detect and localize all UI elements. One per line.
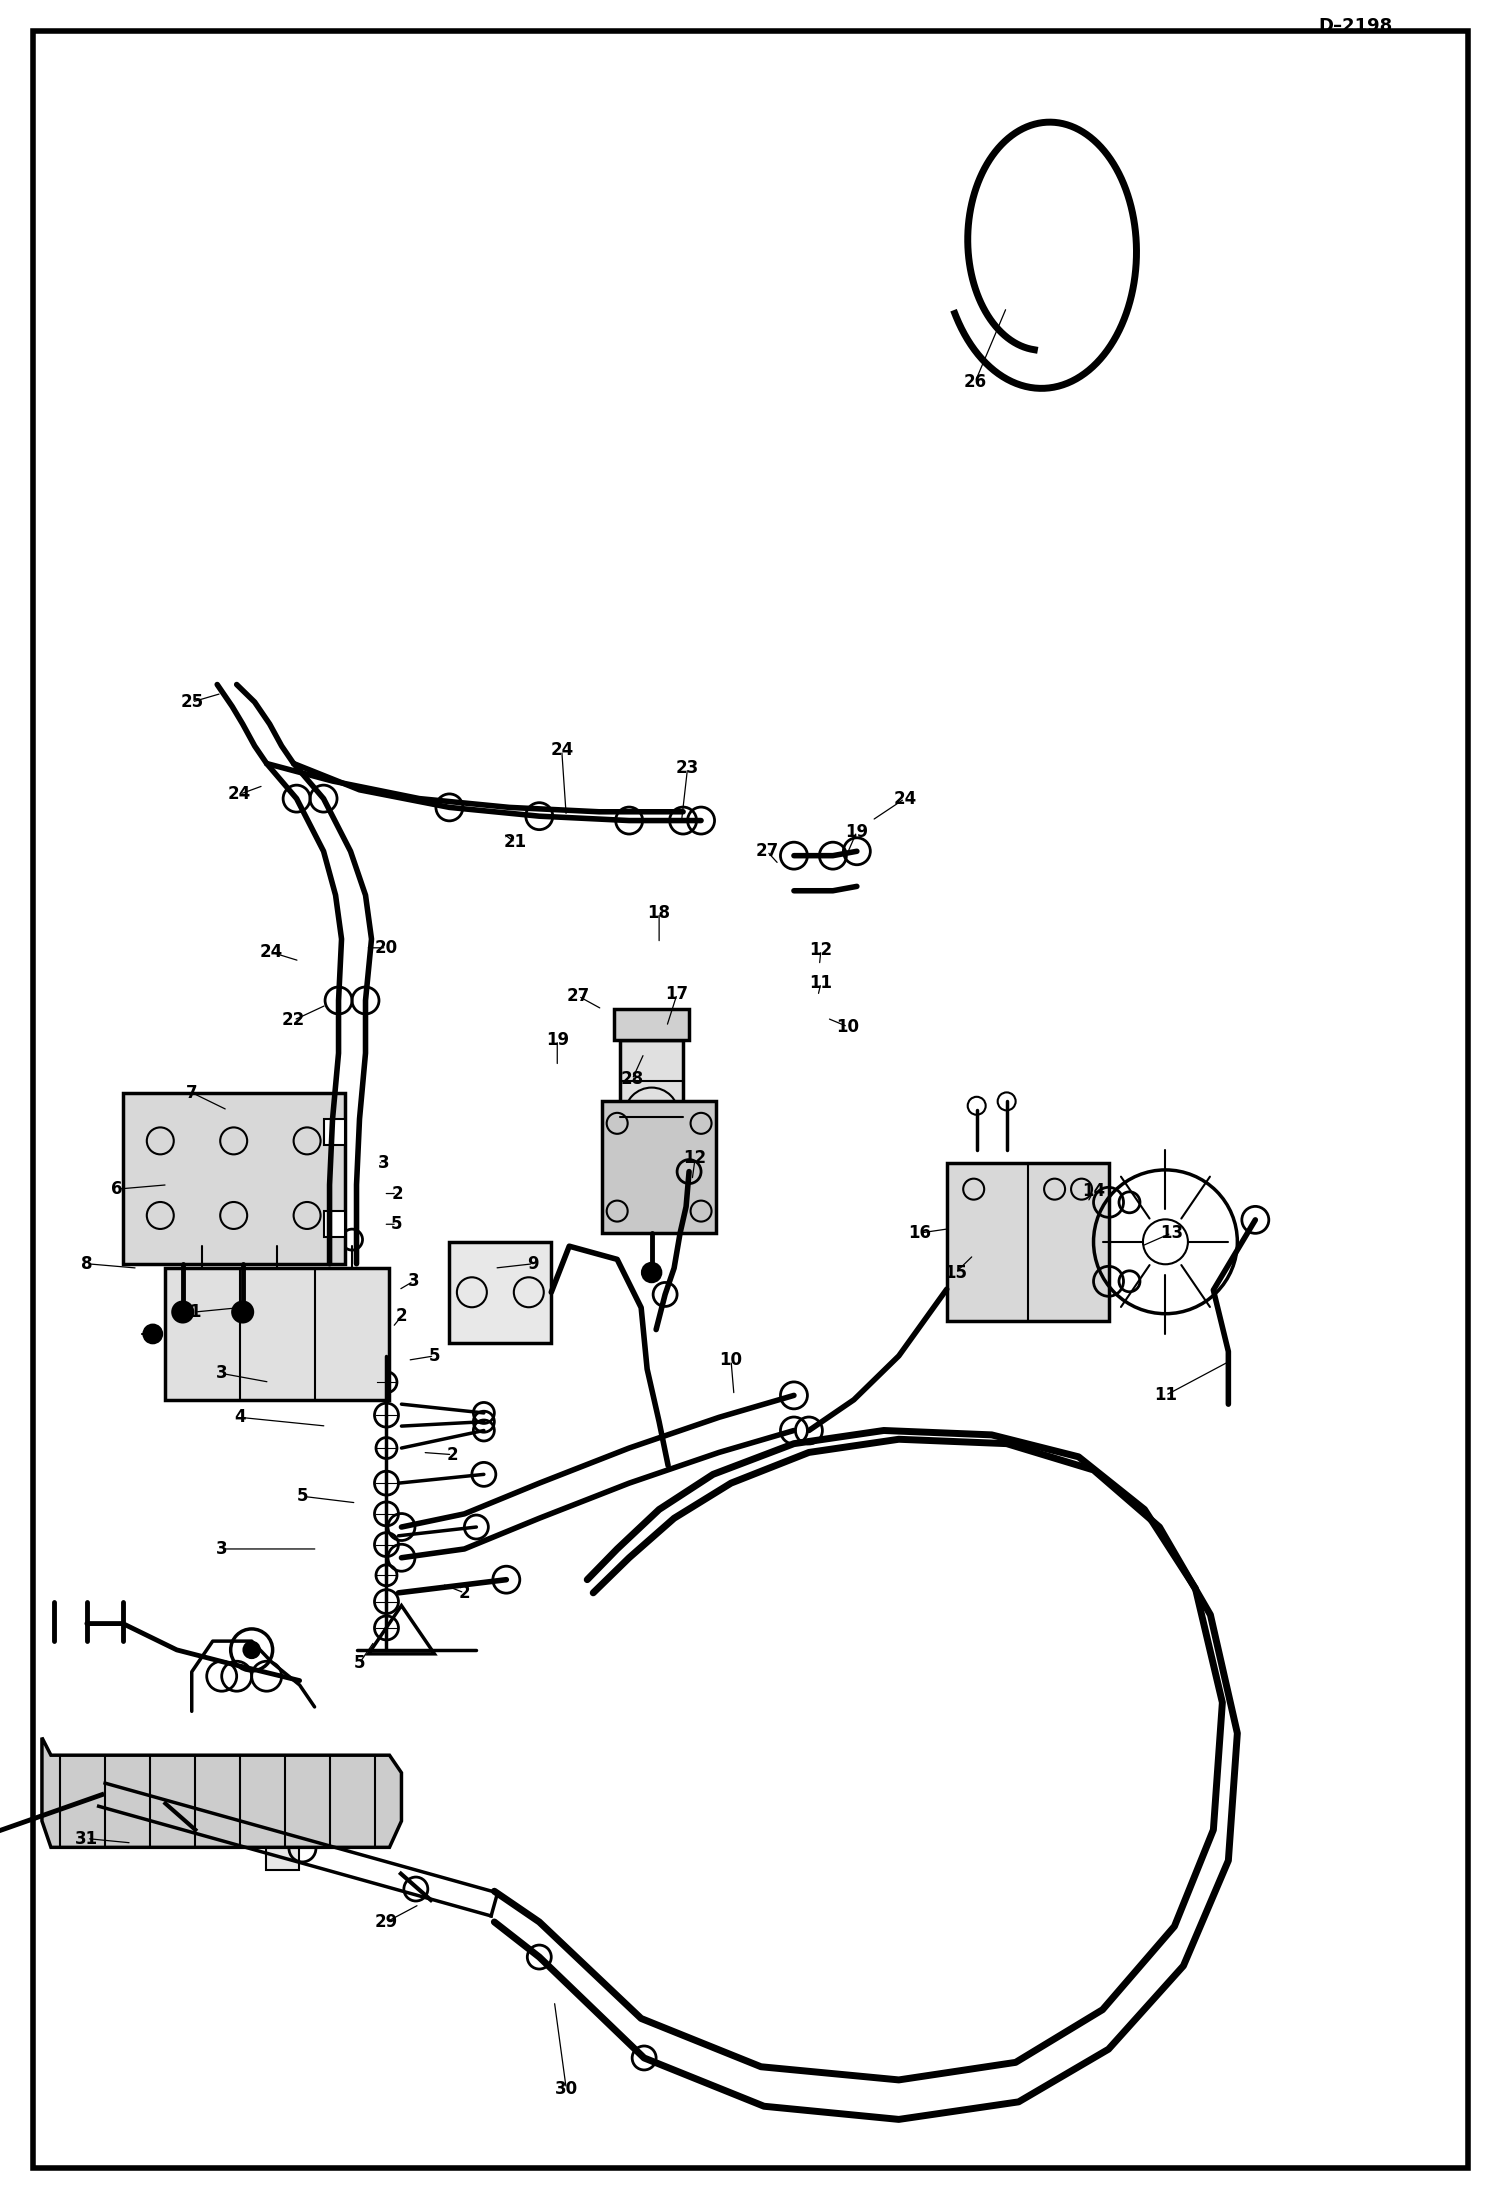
Circle shape (232, 1301, 253, 1323)
Text: 4: 4 (234, 1409, 246, 1426)
Text: 3: 3 (216, 1540, 228, 1558)
Text: 13: 13 (1159, 1224, 1183, 1242)
Text: 12: 12 (683, 1150, 707, 1167)
Text: 5: 5 (391, 1215, 403, 1233)
Text: 29: 29 (374, 1913, 398, 1931)
Text: 21: 21 (503, 834, 527, 851)
Bar (602, 1101, 716, 1233)
Text: 18: 18 (647, 904, 671, 921)
Text: 1: 1 (189, 1303, 201, 1321)
Text: 2: 2 (395, 1308, 407, 1325)
Text: 8: 8 (81, 1255, 93, 1273)
Text: 3: 3 (407, 1273, 419, 1290)
Polygon shape (42, 1738, 401, 1847)
Text: 16: 16 (908, 1224, 932, 1242)
Bar (267, 1817, 300, 1869)
Bar (449, 1242, 551, 1343)
Text: 11: 11 (1153, 1387, 1177, 1404)
Text: 17: 17 (665, 985, 689, 1003)
Text: 7: 7 (186, 1084, 198, 1101)
Circle shape (643, 1264, 661, 1281)
Bar (165, 1268, 389, 1400)
Text: 24: 24 (259, 943, 283, 961)
Text: 5: 5 (354, 1654, 366, 1672)
Text: 10: 10 (719, 1352, 743, 1369)
Text: 5: 5 (428, 1347, 440, 1365)
Text: 19: 19 (545, 1031, 569, 1049)
Text: 27: 27 (755, 842, 779, 860)
Text: D–2198: D–2198 (1318, 18, 1393, 35)
Text: 24: 24 (228, 785, 252, 803)
Text: 23: 23 (676, 759, 700, 777)
Text: 24: 24 (893, 790, 917, 807)
Text: 2: 2 (391, 1185, 403, 1202)
Text: 3: 3 (377, 1154, 389, 1172)
Bar (620, 1040, 683, 1158)
Text: 24: 24 (550, 742, 574, 759)
Circle shape (244, 1643, 259, 1656)
Text: 19: 19 (845, 823, 869, 840)
Text: 27: 27 (566, 987, 590, 1005)
Bar (123, 1093, 345, 1264)
Bar (947, 1163, 1109, 1321)
Circle shape (172, 1301, 193, 1323)
Text: 3: 3 (216, 1365, 228, 1382)
Bar (614, 1009, 689, 1040)
Text: 15: 15 (944, 1264, 968, 1281)
Text: 14: 14 (1082, 1183, 1106, 1200)
Text: 20: 20 (374, 939, 398, 957)
Polygon shape (369, 1606, 434, 1654)
Text: 5: 5 (297, 1488, 309, 1505)
Text: 6: 6 (111, 1180, 123, 1198)
Text: 11: 11 (809, 974, 833, 992)
Text: 2: 2 (458, 1584, 470, 1602)
Text: 10: 10 (836, 1018, 860, 1036)
Circle shape (144, 1325, 162, 1343)
Text: 25: 25 (180, 693, 204, 711)
Text: 2: 2 (446, 1446, 458, 1463)
Text: 26: 26 (963, 373, 987, 391)
Text: 28: 28 (620, 1071, 644, 1088)
Bar (324, 1211, 345, 1237)
Text: 22: 22 (282, 1011, 306, 1029)
Text: 31: 31 (75, 1830, 99, 1847)
Text: 9: 9 (527, 1255, 539, 1273)
Text: 12: 12 (809, 941, 833, 959)
Text: 30: 30 (554, 2080, 578, 2097)
Bar (324, 1119, 345, 1145)
